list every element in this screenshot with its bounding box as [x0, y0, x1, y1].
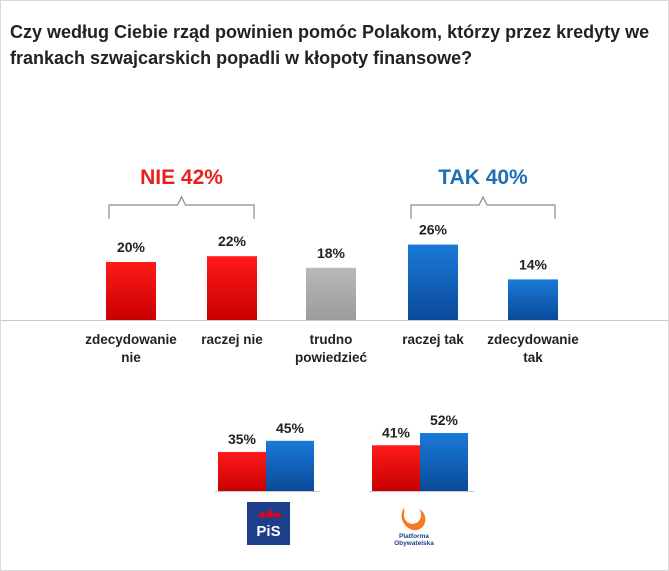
po-heart-icon — [401, 508, 426, 531]
party-1-value-nie: 35% — [228, 431, 257, 447]
pis-logo-background — [247, 502, 290, 545]
pis-logo: PiS — [247, 502, 290, 545]
bar-2 — [207, 256, 257, 320]
pis-eagle-icon — [258, 509, 282, 517]
value-label-5: 14% — [519, 256, 548, 272]
group-label-1: NIE 42% — [140, 166, 223, 189]
group-bracket-2 — [410, 195, 556, 219]
party-2-bar-tak — [420, 433, 468, 491]
party-2-value-tak: 52% — [430, 412, 459, 428]
category-label-5-2: tak — [523, 350, 543, 365]
category-label-3-2: powiedzieć — [295, 350, 368, 365]
party-group-2: 41% 52% — [372, 412, 468, 491]
value-label-3: 18% — [317, 245, 346, 261]
pis-logo-text: PiS — [256, 523, 280, 540]
party-1-value-tak: 45% — [276, 420, 305, 436]
party-1-bar-tak — [266, 440, 314, 491]
bar-4 — [408, 244, 458, 320]
value-label-4: 26% — [419, 222, 448, 238]
category-label-5-1: zdecydowanie — [487, 332, 579, 347]
bar-5 — [508, 279, 558, 320]
value-label-1: 20% — [117, 239, 146, 255]
po-logo-text-2: Obywatelska — [394, 540, 434, 547]
party-1-bar-nie — [218, 451, 266, 491]
party-2-value-nie: 41% — [382, 424, 411, 440]
bar-3 — [306, 267, 356, 320]
chart-title: Czy według Ciebie rząd powinien pomóc Po… — [10, 22, 650, 68]
category-label-3-1: trudno — [310, 332, 353, 347]
group-label-2: TAK 40% — [438, 166, 528, 189]
category-label-4-1: raczej tak — [402, 332, 464, 347]
party-group-1: 35% 45% — [218, 420, 314, 491]
category-label-1-2: nie — [121, 350, 141, 365]
category-label-2-1: raczej nie — [201, 332, 263, 347]
bar-1 — [106, 262, 156, 320]
group-bracket-1 — [108, 195, 255, 219]
value-label-2: 22% — [218, 233, 247, 249]
party-2-bar-nie — [372, 445, 420, 491]
po-logo-text-1: Platforma — [399, 533, 429, 540]
category-label-1-1: zdecydowanie — [85, 332, 177, 347]
